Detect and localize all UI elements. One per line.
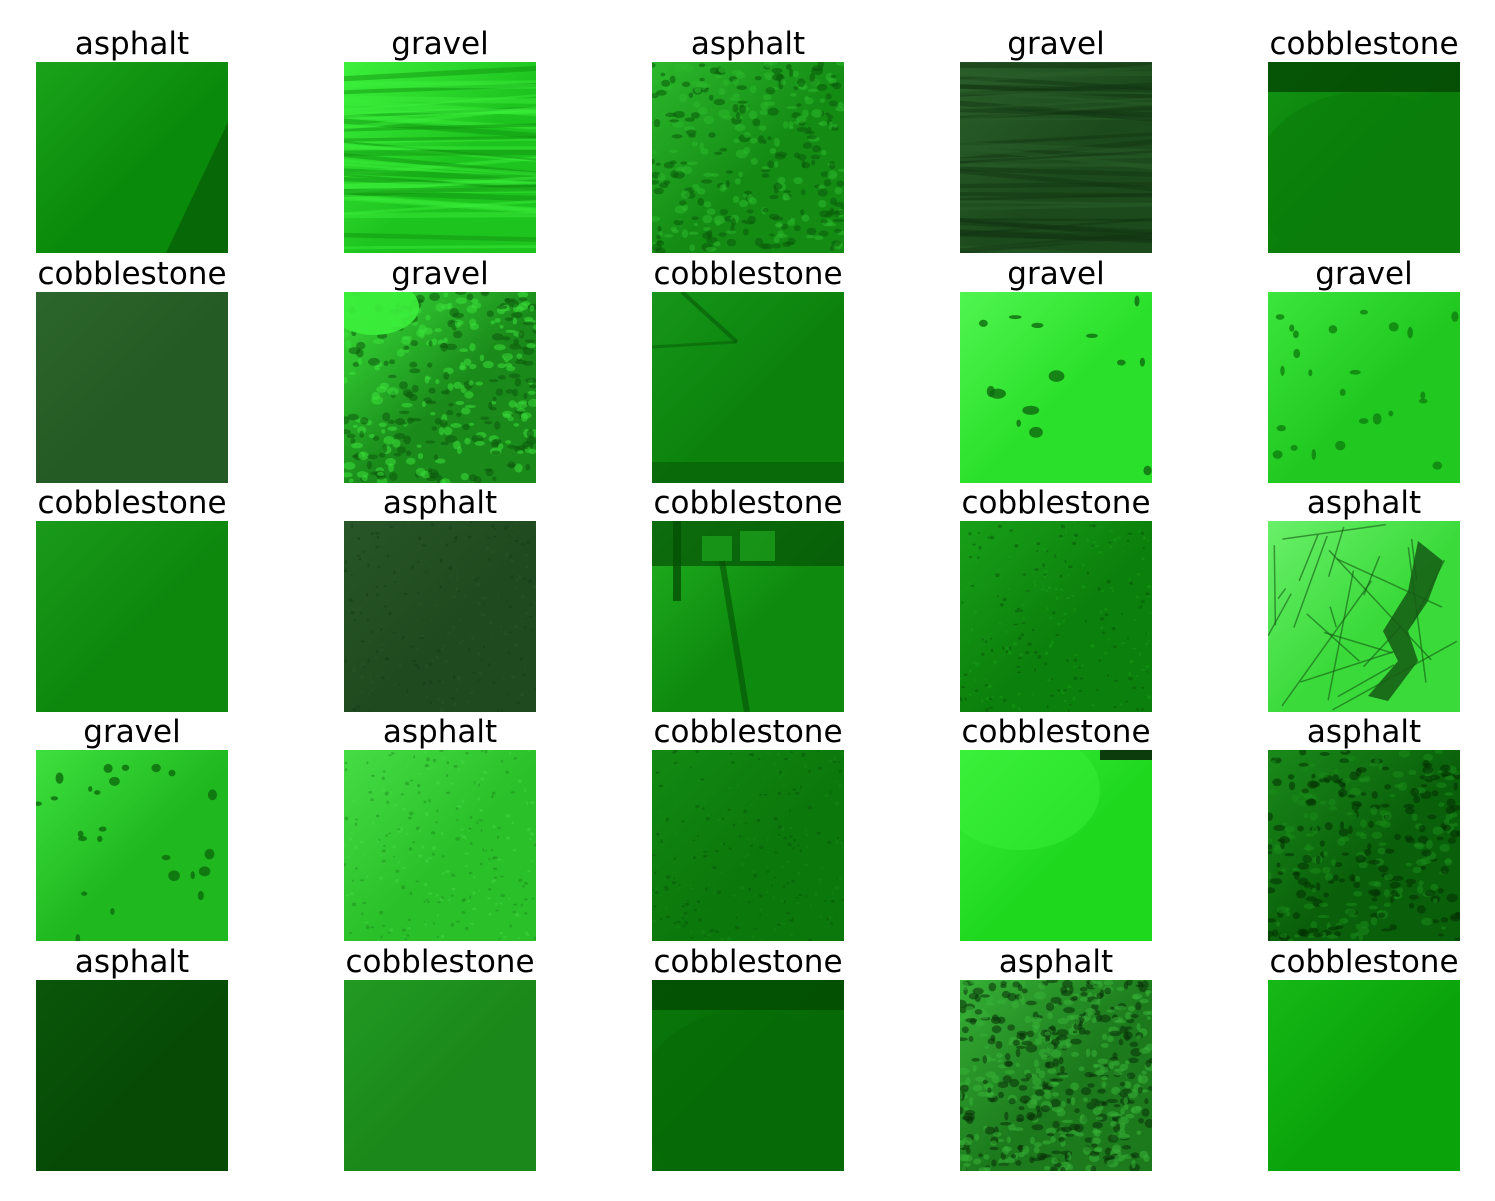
road-texture-image [960, 62, 1152, 253]
panel-title: cobblestone [37, 485, 227, 521]
panel-title: cobblestone [653, 485, 843, 521]
panel-title: asphalt [1306, 485, 1422, 521]
panel-title: cobblestone [345, 944, 535, 980]
road-texture-image [960, 521, 1152, 712]
road-texture-image [960, 292, 1152, 483]
panel-title: cobblestone [961, 714, 1151, 750]
road-texture-image [1268, 62, 1460, 253]
road-texture-image [652, 980, 844, 1171]
panel-title: gravel [391, 26, 489, 62]
panel-title: gravel [83, 714, 181, 750]
road-texture-image [652, 750, 844, 941]
road-texture-image [1268, 521, 1460, 712]
panel-title: cobblestone [653, 944, 843, 980]
panel-title: cobblestone [653, 714, 843, 750]
road-texture-image [344, 62, 536, 253]
road-texture-image [36, 292, 228, 483]
road-texture-image [1268, 292, 1460, 483]
panel-title: gravel [1315, 256, 1413, 292]
road-texture-image [960, 750, 1152, 941]
road-texture-image [652, 292, 844, 483]
panel-title: cobblestone [1269, 944, 1459, 980]
road-texture-image [344, 980, 536, 1171]
road-texture-image [344, 521, 536, 712]
road-texture-image [960, 980, 1152, 1171]
road-texture-image [652, 62, 844, 253]
road-texture-image [36, 62, 228, 253]
panel-title: cobblestone [1269, 26, 1459, 62]
panel-title: asphalt [74, 944, 190, 980]
road-texture-image [344, 750, 536, 941]
road-texture-image [36, 980, 228, 1171]
road-texture-image [1268, 980, 1460, 1171]
panel-title: cobblestone [961, 485, 1151, 521]
panel-title: asphalt [382, 714, 498, 750]
panel-title: cobblestone [37, 256, 227, 292]
panel-title: cobblestone [653, 256, 843, 292]
panel-title: gravel [1007, 256, 1105, 292]
panel-title: asphalt [998, 944, 1114, 980]
panel-title: gravel [1007, 26, 1105, 62]
panel-title: asphalt [1306, 714, 1422, 750]
panel-title: gravel [391, 256, 489, 292]
road-texture-image [1268, 750, 1460, 941]
panel-title: asphalt [382, 485, 498, 521]
road-texture-image [344, 292, 536, 483]
road-texture-image [652, 521, 844, 712]
road-texture-image [36, 521, 228, 712]
panel-title: asphalt [74, 26, 190, 62]
road-texture-image [36, 750, 228, 941]
panel-title: asphalt [690, 26, 806, 62]
